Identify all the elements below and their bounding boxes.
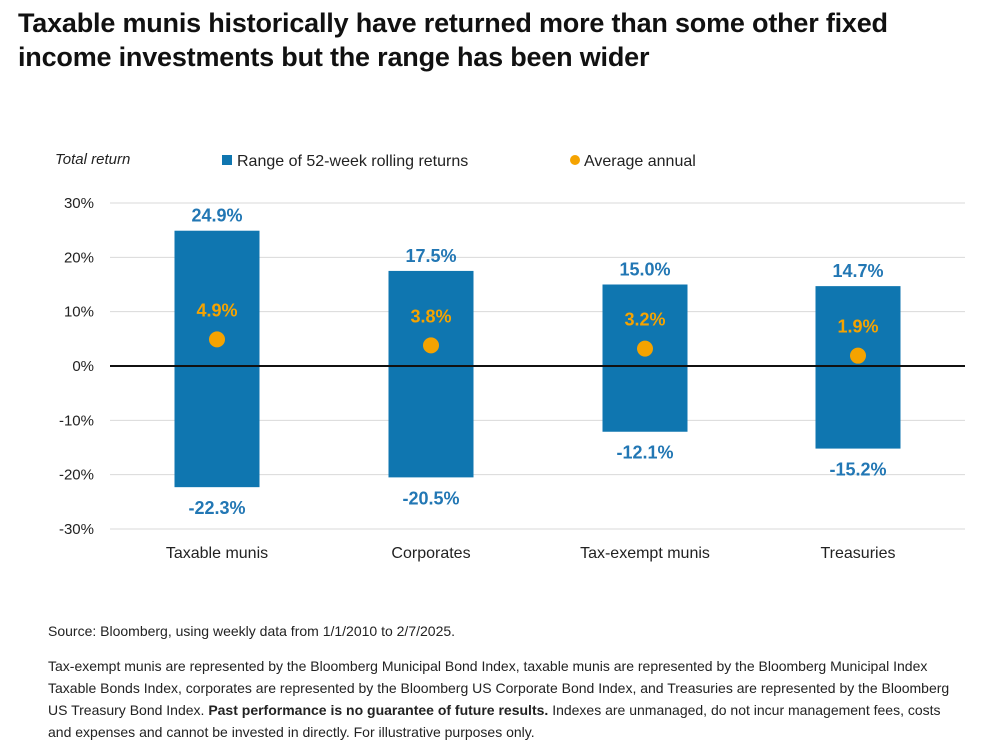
y-tick-label: -30% bbox=[59, 521, 94, 538]
y-tick-label: -20% bbox=[59, 467, 94, 484]
category-label: Tax-exempt munis bbox=[580, 545, 710, 562]
disclaimer-text-end: Indexes are unmanaged, do not incur mana… bbox=[48, 702, 941, 740]
source-note: Source: Bloomberg, using weekly data fro… bbox=[48, 623, 456, 639]
range-bar bbox=[388, 270, 474, 478]
average-marker bbox=[637, 340, 653, 357]
low-value-label: -12.1% bbox=[616, 443, 673, 463]
range-bar-chart: Total return Range of 52-week rolling re… bbox=[55, 151, 965, 562]
past-performance-warning: Past performance is no guarantee of futu… bbox=[208, 702, 549, 718]
y-tick-label: 20% bbox=[64, 249, 94, 266]
x-axis-categories: Taxable munis Corporates Tax-exempt munis T… bbox=[166, 545, 896, 562]
y-axis-ticks: 30% 20% 10% 0% -10% -20% -30% bbox=[59, 195, 94, 538]
high-value-label: 14.7% bbox=[832, 261, 883, 281]
average-marker bbox=[850, 347, 866, 364]
low-value-label: -22.3% bbox=[188, 498, 245, 518]
average-value-label: 1.9% bbox=[837, 317, 878, 337]
range-bar bbox=[174, 230, 260, 488]
average-markers bbox=[209, 331, 866, 364]
y-tick-label: 0% bbox=[72, 358, 94, 375]
legend-avg-label: Average annual bbox=[584, 153, 696, 170]
index-disclaimer: Tax-exempt munis are represented by the … bbox=[48, 655, 963, 743]
average-value-label: 4.9% bbox=[196, 300, 237, 320]
y-tick-label: 10% bbox=[64, 304, 94, 321]
range-bars bbox=[174, 230, 901, 488]
low-value-label: -20.5% bbox=[402, 488, 459, 508]
y-axis-title: Total return bbox=[55, 151, 130, 168]
value-labels: 24.9% -22.3% 4.9% 17.5% -20.5% 3.8% 15.0% -12.1… bbox=[188, 206, 886, 518]
y-tick-label: 30% bbox=[64, 195, 94, 212]
chart-title: Taxable munis historically have returned… bbox=[18, 8, 888, 72]
average-marker bbox=[209, 331, 225, 348]
category-label: Corporates bbox=[391, 545, 470, 562]
disclaimer-text: Tax-exempt munis are represented by the … bbox=[48, 658, 950, 718]
average-value-label: 3.2% bbox=[624, 310, 665, 330]
high-value-label: 24.9% bbox=[191, 206, 242, 226]
average-value-label: 3.8% bbox=[410, 306, 451, 326]
average-marker bbox=[423, 337, 439, 354]
low-value-label: -15.2% bbox=[829, 460, 886, 480]
y-tick-label: -10% bbox=[59, 412, 94, 429]
range-bar bbox=[602, 284, 688, 432]
legend-avg-marker bbox=[570, 155, 580, 165]
high-value-label: 17.5% bbox=[405, 246, 456, 266]
range-bar bbox=[815, 286, 901, 449]
category-label: Taxable munis bbox=[166, 545, 268, 562]
legend-range-swatch bbox=[222, 155, 232, 165]
high-value-label: 15.0% bbox=[619, 260, 670, 280]
category-label: Treasuries bbox=[821, 545, 896, 562]
legend-range-label: Range of 52-week rolling returns bbox=[237, 153, 468, 170]
